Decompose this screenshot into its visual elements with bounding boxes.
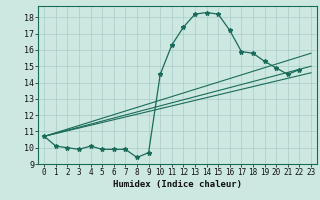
X-axis label: Humidex (Indice chaleur): Humidex (Indice chaleur) <box>113 180 242 189</box>
